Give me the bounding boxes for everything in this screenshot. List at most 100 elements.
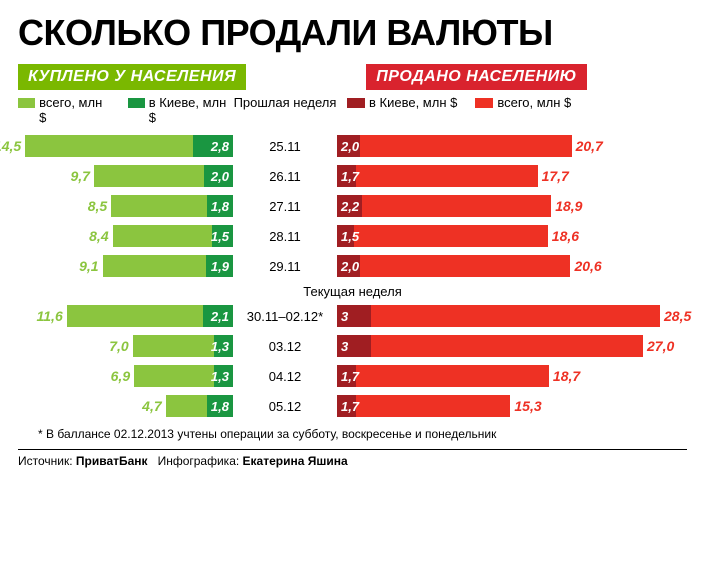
value-left-total: 11,6 (37, 308, 63, 324)
legend-left-total: всего, млн $ (18, 96, 110, 126)
value-left-kiev: 2,0 (211, 169, 229, 184)
bar-right-kiev: 2,2 (337, 195, 362, 217)
bar-right-total (337, 195, 551, 217)
date-label: 03.12 (233, 339, 337, 354)
bar-left-kiev: 1,5 (212, 225, 234, 247)
legend-left-kiev: в Киеве, млн $ (128, 96, 233, 126)
legend-right-kiev-label: в Киеве, млн $ (369, 96, 457, 111)
data-row: 1,8 8,5 27.11 2,2 18,9 (18, 192, 687, 221)
bar-left-kiev: 2,0 (204, 165, 233, 187)
swatch-red-dark (347, 98, 365, 108)
value-left-kiev: 1,9 (211, 259, 229, 274)
chart-title: СКОЛЬКО ПРОДАЛИ ВАЛЮТЫ (18, 12, 687, 54)
bar-left-kiev: 1,9 (206, 255, 233, 277)
source-value: ПриватБанк (76, 454, 148, 468)
value-right-kiev: 1,7 (341, 369, 359, 384)
date-label: 28.11 (233, 229, 337, 244)
value-right-total: 20,7 (576, 138, 603, 154)
value-right-total: 15,3 (514, 398, 541, 414)
bar-right-total (337, 165, 538, 187)
bar-left-kiev: 2,8 (193, 135, 233, 157)
footnote: * В баллансе 02.12.2013 учтены операции … (18, 427, 687, 441)
legend-right-kiev: в Киеве, млн $ (347, 96, 457, 111)
legend-left-total-label: всего, млн $ (39, 96, 109, 126)
value-left-total: 9,7 (71, 168, 90, 184)
value-left-total: 9,1 (79, 258, 98, 274)
date-label: 29.11 (233, 259, 337, 274)
bar-right-kiev: 2,0 (337, 135, 360, 157)
bar-right-kiev: 1,5 (337, 225, 354, 247)
bar-right-total (337, 365, 549, 387)
date-label: 27.11 (233, 199, 337, 214)
date-label: 25.11 (233, 139, 337, 154)
header-bought: КУПЛЕНО У НАСЕЛЕНИЯ (18, 64, 246, 90)
value-right-kiev: 1,5 (341, 229, 359, 244)
date-label: 04.12 (233, 369, 337, 384)
value-left-kiev: 2,1 (211, 309, 229, 324)
bar-right-kiev: 3 (337, 305, 371, 327)
swatch-red-light (475, 98, 493, 108)
bar-right-total (337, 135, 572, 157)
column-headers: КУПЛЕНО У НАСЕЛЕНИЯ ПРОДАНО НАСЕЛЕНИЮ (18, 64, 687, 90)
header-sold: ПРОДАНО НАСЕЛЕНИЮ (366, 64, 587, 90)
bar-left-kiev: 1,3 (214, 335, 233, 357)
bar-right-kiev: 1,7 (337, 365, 356, 387)
legend-right-total-label: всего, млн $ (497, 96, 571, 111)
bar-right-total (337, 395, 510, 417)
bar-right-kiev: 3 (337, 335, 371, 357)
value-right-total: 17,7 (542, 168, 569, 184)
section-prev-label: Прошлая неделя (233, 96, 337, 126)
data-row: 1,58,428.111,518,6 (18, 222, 687, 251)
data-row: 1,84,705.121,715,3 (18, 392, 687, 421)
bar-left-kiev: 1,3 (214, 365, 233, 387)
bar-right-kiev: 1,7 (337, 165, 356, 187)
value-left-kiev: 1,3 (211, 339, 229, 354)
value-right-kiev: 2,2 (341, 199, 359, 214)
rows-prev-week: 2,814,525.112,020,72,09,726.111,717,71,8… (18, 132, 687, 281)
value-left-kiev: 1,3 (211, 369, 229, 384)
data-row: 1,3 6,9 04.12 1,7 18,7 (18, 362, 687, 391)
date-label: 30.11–02.12* (233, 309, 337, 324)
legend-row: всего, млн $ в Киеве, млн $ Прошлая неде… (18, 96, 687, 126)
value-right-total: 20,6 (574, 258, 601, 274)
value-right-total: 27,0 (647, 338, 674, 354)
value-right-total: 28,5 (664, 308, 691, 324)
bar-right-total (337, 335, 643, 357)
value-right-kiev: 1,7 (341, 399, 359, 414)
bar-right-kiev: 2,0 (337, 255, 360, 277)
value-right-kiev: 2,0 (341, 259, 359, 274)
value-left-total: 8,5 (88, 198, 107, 214)
data-row: 2,0 9,7 26.11 1,7 17,7 (18, 162, 687, 191)
value-right-kiev: 1,7 (341, 169, 359, 184)
data-row: 1,3 7,0 03.12 3 27,0 (18, 332, 687, 361)
value-left-kiev: 1,8 (211, 399, 229, 414)
date-label: 26.11 (233, 169, 337, 184)
section-curr-label: Текущая неделя (18, 285, 687, 300)
infographic-label: Инфографика: (158, 454, 240, 468)
value-right-total: 18,6 (552, 228, 579, 244)
bar-right-total (337, 225, 548, 247)
bar-left-kiev: 2,1 (203, 305, 233, 327)
data-row: 2,111,630.11–02.12*328,5 (18, 302, 687, 331)
data-row: 2,814,525.112,020,7 (18, 132, 687, 161)
value-left-total: 6,9 (111, 368, 130, 384)
legend-left-kiev-label: в Киеве, млн $ (149, 96, 233, 126)
date-label: 05.12 (233, 399, 337, 414)
value-left-kiev: 2,8 (211, 139, 229, 154)
bar-left-kiev: 1,8 (207, 395, 233, 417)
value-left-kiev: 1,5 (211, 229, 229, 244)
value-left-total: 7,0 (109, 338, 128, 354)
value-right-kiev: 2,0 (341, 139, 359, 154)
swatch-green-light (18, 98, 35, 108)
bar-right-total (337, 255, 570, 277)
value-right-kiev: 3 (341, 309, 348, 324)
data-row: 1,9 9,1 29.11 2,0 20,6 (18, 252, 687, 281)
bar-left-kiev: 1,8 (207, 195, 233, 217)
value-right-total: 18,9 (555, 198, 582, 214)
value-left-total: 14,5 (0, 138, 21, 154)
value-left-kiev: 1,8 (211, 199, 229, 214)
value-right-kiev: 3 (341, 339, 348, 354)
swatch-green-dark (128, 98, 145, 108)
source-line: Источник: ПриватБанк Инфографика: Екатер… (18, 449, 687, 468)
value-right-total: 18,7 (553, 368, 580, 384)
